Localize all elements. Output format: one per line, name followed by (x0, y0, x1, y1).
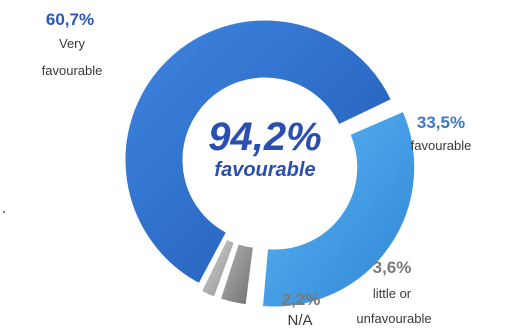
center-caption: favourable (214, 159, 315, 181)
slice-na (200, 238, 236, 298)
text-label-very-favourable-2: favourable (42, 63, 103, 78)
pct-label-very-favourable: 60,7% (46, 10, 94, 29)
text-label-little-2: unfavourable (356, 311, 431, 326)
slices-group (124, 19, 416, 308)
pct-label-na: 2,2% (282, 290, 321, 309)
label-na: 2,2% N/A (282, 290, 321, 329)
pct-label-little: 3,6% (373, 258, 412, 277)
label-very-favourable: 60,7% Very favourable (42, 10, 103, 78)
text-label-na: N/A (287, 312, 312, 329)
label-little-or-unfavourable: 3,6% little or unfavourable (356, 258, 431, 326)
slice-favourable (261, 110, 416, 308)
label-favourable: 33,5% favourable (411, 113, 472, 153)
text-label-favourable: favourable (411, 138, 472, 153)
slice-little-or-unfavourable (219, 243, 254, 306)
center-value: 94,2% (208, 115, 321, 159)
text-label-very-favourable-1: Very (59, 36, 86, 51)
stray-dot (3, 211, 5, 213)
text-label-little-1: little or (373, 286, 412, 301)
pct-label-favourable: 33,5% (417, 113, 465, 132)
slice-very-favourable (124, 19, 392, 285)
